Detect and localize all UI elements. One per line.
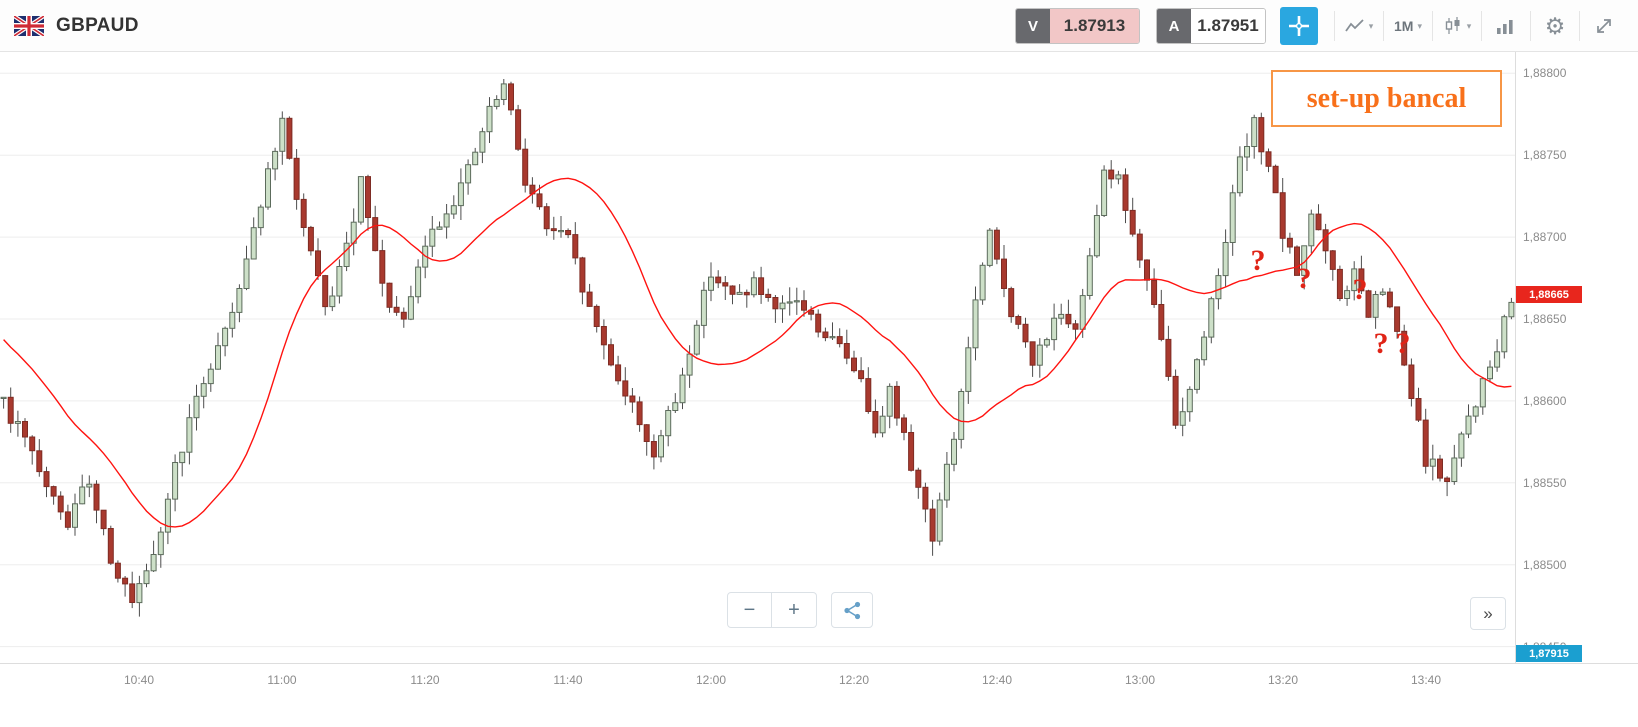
gbpaud-flag-icon (14, 16, 44, 36)
price-axis[interactable]: 1,88800 1,88750 1,88700 1,88650 1,88600 1,885… (1515, 52, 1638, 663)
buy-quote-button[interactable]: A 1.87951 (1156, 8, 1266, 44)
indicators-button[interactable] (1484, 7, 1528, 45)
price-axis-label: 1,88800 (1523, 66, 1567, 80)
time-axis-label: 13:00 (1124, 673, 1156, 687)
share-button[interactable] (831, 592, 873, 628)
candlestick-icon (1443, 17, 1463, 35)
candle-style-button[interactable]: ▾ (1435, 7, 1479, 45)
fullscreen-button[interactable] (1582, 7, 1626, 45)
expand-arrows-icon (1594, 16, 1614, 36)
time-axis-label: 12:00 (695, 673, 727, 687)
price-axis-label: 1,88500 (1523, 558, 1567, 572)
question-mark-annotation[interactable]: ? (1251, 244, 1266, 277)
time-axis-label: 11:40 (553, 673, 583, 687)
chevron-down-icon: ▾ (1417, 20, 1422, 31)
price-axis-label: 1,88650 (1523, 312, 1567, 326)
crosshair-button[interactable] (1280, 7, 1318, 45)
symbol-title: GBPAUD (56, 15, 139, 36)
toolbar-separator (1579, 11, 1580, 41)
time-axis-label: 11:00 (267, 673, 297, 687)
price-axis-label: 1,88550 (1523, 476, 1567, 490)
crosshair-icon (1288, 15, 1310, 37)
collapse-panel-button[interactable]: » (1470, 597, 1506, 630)
price-axis-label: 1,88700 (1523, 230, 1567, 244)
annotation-note[interactable]: set-up bancal (1271, 70, 1502, 127)
sell-quote-button[interactable]: V 1.87913 (1015, 8, 1140, 44)
gear-icon: ⚙ (1544, 12, 1566, 39)
toolbar-separator (1530, 11, 1531, 41)
question-mark-annotation[interactable]: ? (1297, 262, 1312, 295)
toolbar-controls: V 1.87913 A 1.87951 (1015, 7, 1626, 45)
question-mark-annotation[interactable]: ? (1353, 273, 1368, 306)
indicators-icon (1496, 17, 1516, 35)
settings-button[interactable]: ⚙ (1533, 7, 1577, 45)
sell-side-label: V (1016, 9, 1050, 43)
time-axis-label: 13:40 (1410, 673, 1442, 687)
zoom-in-button[interactable]: + (772, 592, 817, 628)
zoom-controls: − + (727, 592, 817, 628)
minus-icon: − (743, 598, 756, 621)
toolbar-separator (1432, 11, 1433, 41)
sell-price: 1.87913 (1050, 9, 1139, 43)
zoom-out-button[interactable]: − (727, 592, 772, 628)
toolbar: GBPAUD V 1.87913 A 1.87951 (0, 0, 1638, 52)
price-axis-label: 1,88750 (1523, 148, 1567, 162)
time-axis-label: 11:20 (410, 673, 440, 687)
quote-price-tag: 1,87915 (1516, 645, 1582, 662)
line-chart-icon (1345, 18, 1365, 34)
toolbar-separator (1481, 11, 1482, 41)
toolbar-separator (1383, 11, 1384, 41)
buy-price: 1.87951 (1191, 9, 1265, 43)
price-chart[interactable]: ????? (0, 52, 1515, 663)
time-axis-label: 12:20 (838, 673, 870, 687)
chart-type-button[interactable]: ▾ (1337, 7, 1381, 45)
price-axis-label: 1,88600 (1523, 394, 1567, 408)
plus-icon: + (788, 598, 800, 621)
question-mark-annotation[interactable]: ? (1374, 327, 1389, 360)
symbol-area: GBPAUD (14, 0, 139, 52)
timeframe-label: 1M (1394, 18, 1414, 34)
timeframe-button[interactable]: 1M ▾ (1386, 7, 1430, 45)
chevron-down-icon: ▾ (1368, 20, 1374, 31)
time-axis-label: 12:40 (981, 673, 1013, 687)
share-icon (843, 601, 862, 620)
double-chevron-right-icon: » (1483, 603, 1493, 623)
buy-side-label: A (1157, 9, 1191, 43)
time-axis[interactable]: 10:40 11:00 11:20 11:40 12:00 12:20 12:40 13:00… (0, 663, 1638, 727)
current-price-tag: 1,88665 (1516, 286, 1582, 303)
chevron-down-icon: ▾ (1466, 20, 1472, 31)
time-axis-label: 13:20 (1267, 673, 1299, 687)
toolbar-separator (1334, 11, 1335, 41)
time-axis-label: 10:40 (123, 673, 155, 687)
question-mark-annotation[interactable]: ? (1396, 327, 1411, 360)
